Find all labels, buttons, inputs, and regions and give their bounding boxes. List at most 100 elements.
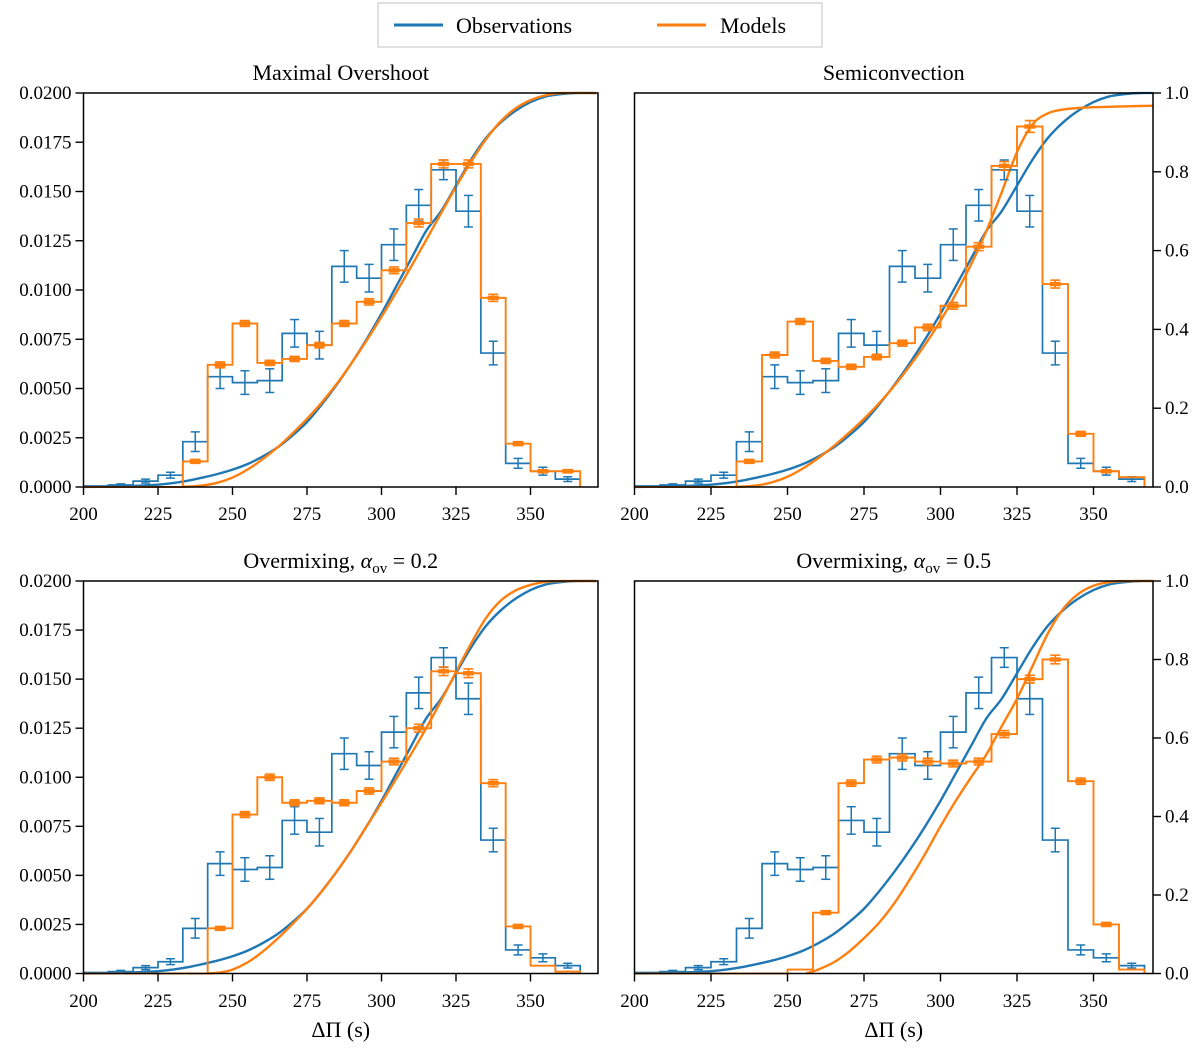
- models-bin-marker: [388, 759, 400, 764]
- models-bin-marker: [1049, 657, 1061, 662]
- models-bin-marker: [1049, 281, 1061, 287]
- y-tick-label-right: 0.8: [1165, 650, 1189, 671]
- models-histogram: [634, 125, 1146, 488]
- models-bin-marker: [289, 800, 301, 805]
- x-tick-label: 325: [1003, 504, 1032, 525]
- models-bin-marker: [845, 780, 857, 786]
- x-tick-label: 200: [69, 991, 98, 1012]
- models-bin-marker: [363, 788, 375, 794]
- y-tick-label-left: 0.0025: [19, 428, 71, 449]
- y-tick-label-left: 0.0125: [19, 231, 71, 252]
- models-bin-marker: [413, 725, 425, 731]
- y-tick-label-left: 0.0000: [19, 964, 71, 985]
- observations-cdf-curve: [634, 91, 1153, 489]
- models-bin-marker: [896, 755, 908, 760]
- observations-error-bars: [116, 646, 573, 974]
- x-tick-label: 200: [620, 504, 649, 525]
- models-bin-marker: [973, 759, 985, 764]
- models-bin-marker: [189, 459, 201, 464]
- models-bin-marker: [462, 161, 474, 167]
- models-bin-marker: [1075, 431, 1087, 437]
- x-tick-label: 300: [367, 504, 396, 525]
- models-bin-marker: [820, 910, 832, 915]
- plot-area: [634, 91, 1153, 489]
- y-tick-label-left: 0.0100: [19, 767, 71, 788]
- y-tick-label-left: 0.0075: [19, 816, 71, 837]
- y-tick-label-right: 1.0: [1165, 571, 1189, 592]
- models-bin-marker: [264, 360, 276, 366]
- panel-semiconvection: 200 225 250 275 300 325 350 0.0 0.2 0.4 0.6 0.8 1.0 S…: [620, 60, 1189, 525]
- models-bin-marker: [1024, 676, 1036, 682]
- x-tick-label: 350: [1079, 991, 1108, 1012]
- models-bin-marker: [363, 299, 375, 305]
- x-tick-label: 250: [773, 504, 802, 525]
- x-tick-label: 275: [850, 991, 879, 1012]
- y-tick-label-left: 0.0000: [19, 477, 71, 498]
- models-bin-marker: [239, 321, 251, 326]
- models-bin-marker: [998, 731, 1010, 737]
- y-tick-label-right: 0.6: [1165, 728, 1189, 749]
- x-tick-label: 250: [773, 991, 802, 1012]
- x-tick-label: 300: [926, 504, 955, 525]
- panel-overmixing-alpha-0.5: 200 225 250 275 300 325 350 0.0 0.2 0.4 0.6 0.8 1.0 O…: [620, 548, 1189, 1042]
- axes-frame: [82, 580, 599, 975]
- plot-area: [83, 579, 597, 975]
- y-tick-label-right: 0.6: [1165, 241, 1189, 262]
- models-bin-marker: [537, 469, 549, 474]
- y-tick-label-left: 0.0050: [19, 379, 71, 400]
- panel-title: Overmixing, αov = 0.2: [243, 548, 438, 577]
- axes-frame: [633, 92, 1154, 488]
- models-bin-marker: [820, 358, 832, 364]
- x-tick-label: 325: [442, 504, 471, 525]
- y-tick-label-right: 0.2: [1165, 398, 1189, 419]
- observations-histogram: [634, 656, 1146, 974]
- models-error-bars: [743, 119, 1112, 474]
- x-tick-label: 300: [367, 991, 396, 1012]
- x-tick-label: 300: [926, 991, 955, 1012]
- models-error-bars: [820, 654, 1112, 928]
- models-bin-marker: [264, 775, 276, 780]
- observations-cdf-curve: [83, 579, 597, 975]
- panel-title: Overmixing, αov = 0.5: [796, 548, 991, 577]
- legend-models-label: Models: [720, 13, 786, 38]
- y-tick-label-right: 0.4: [1165, 807, 1189, 828]
- x-tick-label: 200: [69, 504, 98, 525]
- y-tick-label-left: 0.0050: [19, 865, 71, 886]
- models-cdf-curve: [805, 579, 1153, 975]
- models-bin-marker: [462, 671, 474, 676]
- models-bin-marker: [1100, 469, 1112, 474]
- y-tick-label-right: 0.2: [1165, 885, 1189, 906]
- legend-box: [377, 2, 823, 48]
- models-bin-marker: [922, 759, 934, 764]
- x-tick-label: 250: [218, 504, 247, 525]
- models-bin-marker: [947, 303, 959, 308]
- legend: Observations Models: [377, 2, 823, 48]
- y-tick-label-left: 0.0175: [19, 132, 71, 153]
- models-cdf-curve: [181, 91, 597, 489]
- axis-ticks: 200 225 250 275 300 325 350 0.0000 0.0025 0.0050 0…: [19, 571, 545, 1012]
- models-bin-marker: [743, 459, 755, 464]
- models-histogram: [83, 162, 582, 488]
- panel-overmixing-alpha-0.2: 200 225 250 275 300 325 350 0.0000 0.0025 0.0050 0…: [19, 548, 599, 1042]
- y-tick-label-left: 0.0150: [19, 182, 71, 203]
- models-bin-marker: [871, 757, 883, 762]
- models-bin-marker: [769, 352, 781, 358]
- models-bin-marker: [487, 295, 499, 301]
- y-tick-label-left: 0.0100: [19, 280, 71, 301]
- axis-ticks: 200 225 250 275 300 325 350 0.0000 0.0025 0.0050 0…: [19, 83, 545, 525]
- models-bin-marker: [845, 364, 857, 370]
- axes-frame: [633, 580, 1154, 975]
- x-tick-label: 250: [218, 991, 247, 1012]
- models-error-bars: [189, 159, 574, 474]
- panel-title: Semiconvection: [823, 60, 965, 85]
- models-cdf-curve: [735, 104, 1153, 489]
- models-bin-marker: [1100, 922, 1112, 927]
- observations-cdf-curve: [83, 91, 597, 489]
- observations-cdf-curve: [634, 579, 1153, 975]
- x-tick-label: 200: [620, 991, 649, 1012]
- y-tick-label-left: 0.0075: [19, 329, 71, 350]
- models-bin-marker: [487, 780, 499, 786]
- plot-area: [634, 579, 1153, 975]
- models-bin-marker: [413, 220, 425, 226]
